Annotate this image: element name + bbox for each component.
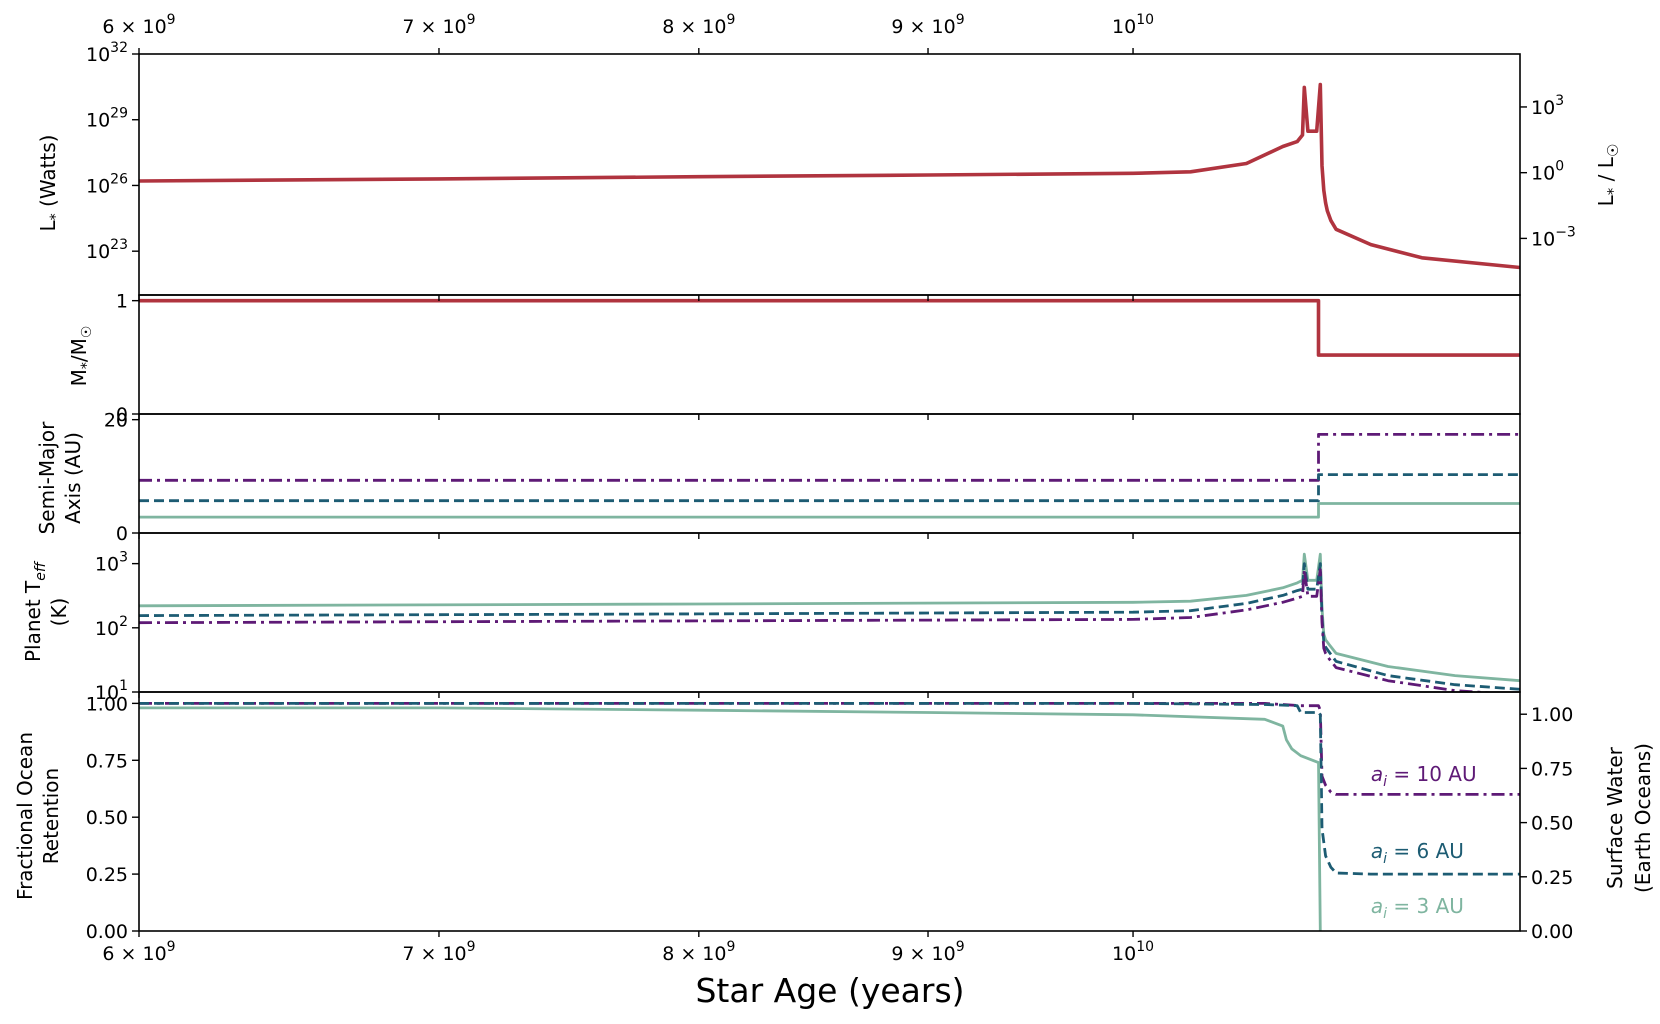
- xtick-label-top: 7 × 109: [402, 12, 475, 38]
- series-line-mass-mass: [139, 298, 1520, 357]
- ytick-right-label-ocean: 0.50: [1531, 813, 1573, 835]
- annotation-layer: ai = 10 AU ai = 6 AU ai = 3 AU: [1371, 762, 1477, 922]
- series-line-semi_major_axis-a10: [139, 432, 1520, 482]
- ytick-label-semi_major_axis: 20: [104, 410, 128, 432]
- panel-mass-series: [139, 298, 1520, 357]
- xtick-label-bottom: 1010: [1112, 939, 1154, 965]
- xtick-label-top: 9 × 109: [891, 12, 964, 38]
- xtick-label-top: 8 × 109: [662, 12, 735, 38]
- ytick-label-mass: 0: [116, 404, 128, 426]
- xtick-label-bottom: 9 × 109: [891, 939, 964, 965]
- x-axis-label: Star Age (years): [695, 971, 964, 1010]
- xtick-label-bottom: 7 × 109: [402, 939, 475, 965]
- ylabel-semi-major-line1: Semi-Major: [35, 421, 59, 535]
- ylabel-luminosity-right: L* / L☉: [1594, 144, 1622, 207]
- tick-layer: 102310261029103210−310010301020101102103…: [86, 12, 1576, 965]
- series-layer: [139, 82, 1520, 931]
- ytick-right-label-ocean: 0.00: [1531, 921, 1573, 943]
- series-line-ocean-a10: [139, 702, 1520, 796]
- xtick-label-bottom: 8 × 109: [662, 939, 735, 965]
- panel-luminosity-series: [139, 82, 1520, 270]
- ytick-right-label-luminosity: 10−3: [1531, 224, 1576, 250]
- ytick-label-ocean: 0.50: [86, 807, 128, 829]
- series-line-ocean-a6: [139, 702, 1520, 876]
- series-line-teff-a6: [139, 562, 1520, 691]
- panel-semi_major_axis-series: [139, 432, 1520, 519]
- ytick-label-ocean: 0.25: [86, 864, 128, 886]
- ytick-label-ocean: 0.75: [86, 750, 128, 772]
- panel-ocean-series: [139, 702, 1520, 931]
- series-line-luminosity-luminosity: [139, 82, 1520, 270]
- ytick-label-mass: 1: [116, 291, 128, 313]
- ylabel-ocean-right-line2: (Earth Oceans): [1631, 743, 1655, 893]
- ytick-label-ocean: 0.00: [86, 921, 128, 943]
- ytick-label-semi_major_axis: 0: [116, 523, 128, 545]
- xtick-label-top: 6 × 109: [102, 12, 175, 38]
- panel-frame-ocean: [138, 691, 1521, 932]
- ytick-label-ocean: 1.00: [86, 693, 128, 715]
- annotation-label: ai = 6 AU: [1371, 839, 1464, 867]
- frame-layer: [138, 53, 1521, 932]
- xtick-label-bottom: 6 × 109: [102, 939, 175, 965]
- series-line-teff-a10: [139, 568, 1498, 692]
- ytick-right-label-ocean: 1.00: [1531, 704, 1573, 726]
- ytick-right-label-ocean: 0.25: [1531, 867, 1573, 889]
- ylabel-ocean-right-line1: Surface Water: [1603, 746, 1627, 888]
- annotation-label: ai = 3 AU: [1371, 894, 1464, 922]
- panel-teff-series: [139, 552, 1520, 692]
- ylabel-mass: M*/M☉: [67, 326, 95, 387]
- panel-frame-semi_major_axis: [138, 413, 1521, 534]
- xtick-label-top: 1010: [1112, 12, 1154, 38]
- ylabel-ocean-line1: Fractional Ocean: [13, 732, 37, 900]
- ytick-label-teff: 103: [95, 550, 128, 576]
- ytick-label-luminosity: 1029: [86, 106, 128, 132]
- ytick-label-luminosity: 1032: [86, 40, 128, 66]
- ytick-right-label-ocean: 0.75: [1531, 758, 1573, 780]
- ylabel-semi-major-line2: Axis (AU): [61, 432, 85, 524]
- ylabel-teff-line1: Planet Teff: [21, 560, 49, 662]
- ylabel-luminosity: L* (Watts): [36, 135, 64, 232]
- series-line-teff-a3: [139, 552, 1520, 683]
- ytick-label-luminosity: 1023: [86, 237, 128, 263]
- series-line-ocean-a3: [139, 706, 1322, 931]
- panel-frame-mass: [138, 294, 1521, 415]
- ylabel-ocean-line2: Retention: [39, 768, 63, 864]
- ytick-right-label-luminosity: 103: [1531, 93, 1564, 119]
- ytick-right-label-luminosity: 100: [1531, 159, 1564, 185]
- annotation-label: ai = 10 AU: [1371, 762, 1477, 790]
- ylabel-teff-line2: (K): [47, 598, 71, 627]
- series-line-semi_major_axis-a3: [139, 502, 1520, 519]
- ytick-label-luminosity: 1026: [86, 171, 128, 197]
- ytick-label-teff: 102: [95, 614, 128, 640]
- series-line-semi_major_axis-a6: [139, 473, 1520, 503]
